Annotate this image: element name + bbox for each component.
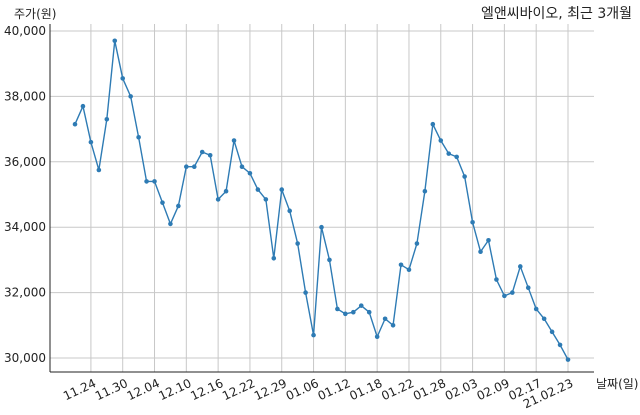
- data-point: [311, 332, 316, 338]
- data-point: [199, 149, 205, 155]
- price-series: [72, 38, 571, 362]
- data-point: [398, 262, 404, 268]
- data-point: [374, 334, 380, 340]
- data-point: [104, 116, 110, 122]
- data-point: [358, 303, 364, 308]
- data-point: [351, 309, 356, 315]
- data-point: [207, 152, 213, 158]
- series-line: [74, 40, 569, 360]
- data-point: [223, 188, 229, 194]
- data-point: [287, 208, 292, 214]
- data-point: [454, 154, 459, 160]
- data-point: [541, 316, 547, 322]
- data-point: [120, 76, 126, 81]
- data-point: [533, 306, 539, 312]
- data-point: [215, 197, 221, 202]
- data-point: [343, 311, 348, 317]
- y-tick-label: 36,000: [4, 155, 46, 169]
- data-point: [239, 164, 245, 170]
- data-point: [446, 151, 452, 156]
- x-axis-label: 날짜(일): [596, 377, 638, 391]
- data-point: [549, 329, 555, 335]
- data-point: [414, 241, 420, 246]
- chart-title: 엘앤씨바이오, 최근 3개월: [481, 6, 632, 22]
- data-point: [462, 174, 467, 179]
- data-point: [80, 103, 86, 109]
- data-point: [263, 197, 269, 202]
- data-point: [176, 203, 181, 209]
- data-point: [510, 290, 515, 295]
- data-point: [327, 257, 332, 263]
- data-point: [279, 187, 285, 192]
- data-point: [160, 200, 165, 205]
- data-point: [168, 221, 173, 227]
- data-point: [72, 121, 78, 127]
- data-point: [295, 241, 300, 246]
- data-point: [335, 306, 340, 312]
- data-point: [438, 138, 444, 143]
- data-point: [191, 164, 197, 170]
- data-point: [406, 267, 412, 273]
- data-point: [231, 138, 237, 143]
- y-tick-label: 34,000: [4, 220, 46, 234]
- data-point: [366, 309, 372, 315]
- y-tick-label: 30,000: [4, 351, 46, 365]
- data-point: [430, 121, 436, 127]
- y-axis-label: 주가(원): [14, 7, 56, 21]
- data-point: [184, 164, 189, 170]
- y-tick-label: 32,000: [4, 286, 46, 300]
- data-point: [128, 94, 133, 99]
- data-point: [303, 290, 308, 295]
- data-point: [525, 285, 531, 290]
- data-point: [152, 179, 157, 184]
- y-tick-label: 38,000: [4, 89, 46, 103]
- x-tick-labels: 11.2411.3012.0412.1012.1612.2212.2901.06…: [61, 376, 575, 411]
- data-point: [517, 264, 523, 269]
- data-point: [470, 219, 475, 225]
- grid-lines: [50, 24, 594, 372]
- data-point: [144, 179, 149, 184]
- data-point: [478, 249, 483, 255]
- data-point: [557, 342, 563, 348]
- data-point: [247, 170, 253, 176]
- data-point: [136, 134, 141, 140]
- data-point: [271, 255, 277, 261]
- data-point: [486, 237, 491, 243]
- data-point: [96, 167, 102, 173]
- data-point: [494, 277, 499, 282]
- data-point: [565, 357, 571, 362]
- data-point: [502, 293, 507, 299]
- y-tick-label: 40,000: [4, 24, 46, 38]
- y-tick-labels: 30,000 32,000 34,000 36,000 38,000 40,000: [4, 24, 46, 365]
- data-point: [112, 38, 118, 44]
- axes: [49, 24, 594, 373]
- data-point: [390, 323, 396, 328]
- data-point: [319, 224, 324, 230]
- data-point: [422, 188, 428, 194]
- data-point: [255, 187, 261, 192]
- data-point: [382, 316, 388, 322]
- data-point: [88, 139, 94, 145]
